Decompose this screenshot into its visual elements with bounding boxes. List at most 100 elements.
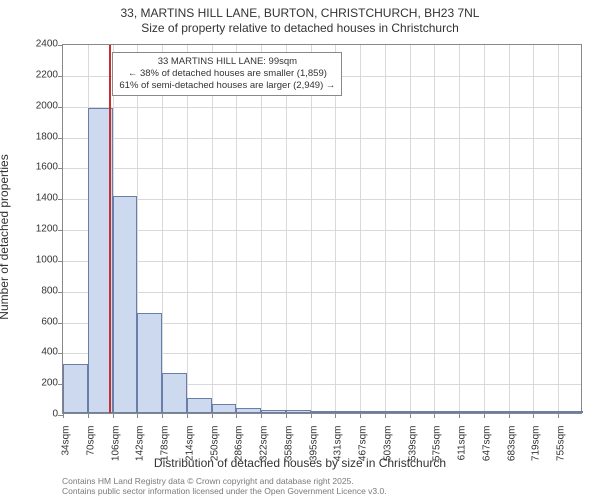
grid-line-v xyxy=(360,45,361,413)
y-tick-mark xyxy=(58,292,63,293)
histogram-bar xyxy=(434,411,459,413)
y-tick-label: 800 xyxy=(18,285,58,296)
grid-line-h xyxy=(63,138,581,139)
title-line-2: Size of property relative to detached ho… xyxy=(0,21,600,36)
property-marker-line xyxy=(109,45,111,413)
x-tick-label: 503sqm xyxy=(382,426,393,476)
y-tick-mark xyxy=(58,45,63,46)
grid-line-h xyxy=(63,168,581,169)
title-line-1: 33, MARTINS HILL LANE, BURTON, CHRISTCHU… xyxy=(0,6,600,21)
x-tick-label: 106sqm xyxy=(110,426,121,476)
x-tick-mark xyxy=(236,413,237,418)
grid-line-v xyxy=(410,45,411,413)
histogram-bar xyxy=(236,408,261,413)
x-tick-mark xyxy=(385,413,386,418)
grid-line-v xyxy=(286,45,287,413)
x-tick-mark xyxy=(286,413,287,418)
x-tick-mark xyxy=(459,413,460,418)
x-tick-label: 322sqm xyxy=(259,426,270,476)
grid-line-v xyxy=(385,45,386,413)
annotation-line: 61% of semi-detached houses are larger (… xyxy=(119,80,335,92)
y-tick-mark xyxy=(58,168,63,169)
x-tick-label: 755sqm xyxy=(556,426,567,476)
annotation-line: 33 MARTINS HILL LANE: 99sqm xyxy=(119,56,335,68)
histogram-bar xyxy=(509,411,534,413)
x-tick-label: 286sqm xyxy=(234,426,245,476)
x-tick-label: 683sqm xyxy=(506,426,517,476)
y-tick-mark xyxy=(58,107,63,108)
y-tick-mark xyxy=(58,323,63,324)
grid-line-v xyxy=(311,45,312,413)
plot-area: 33 MARTINS HILL LANE: 99sqm← 38% of deta… xyxy=(62,44,582,414)
y-tick-label: 200 xyxy=(18,378,58,389)
x-tick-mark xyxy=(162,413,163,418)
x-tick-label: 647sqm xyxy=(481,426,492,476)
histogram-bar xyxy=(533,411,558,413)
annotation-box: 33 MARTINS HILL LANE: 99sqm← 38% of deta… xyxy=(112,52,342,96)
grid-line-v xyxy=(212,45,213,413)
x-tick-mark xyxy=(187,413,188,418)
y-tick-mark xyxy=(58,353,63,354)
title-block: 33, MARTINS HILL LANE, BURTON, CHRISTCHU… xyxy=(0,0,600,36)
y-axis-title: Number of detached properties xyxy=(0,154,11,319)
x-tick-label: 358sqm xyxy=(283,426,294,476)
footer-line-2: Contains public sector information licen… xyxy=(62,486,387,496)
x-tick-mark xyxy=(113,413,114,418)
grid-line-h xyxy=(63,261,581,262)
y-tick-label: 2000 xyxy=(18,100,58,111)
footer-attribution: Contains HM Land Registry data © Crown c… xyxy=(62,476,387,496)
grid-line-h xyxy=(63,292,581,293)
histogram-bar xyxy=(137,313,162,413)
grid-line-v xyxy=(236,45,237,413)
x-tick-mark xyxy=(509,413,510,418)
histogram-bar xyxy=(187,398,212,413)
y-tick-mark xyxy=(58,76,63,77)
x-tick-mark xyxy=(335,413,336,418)
x-tick-label: 250sqm xyxy=(209,426,220,476)
x-tick-mark xyxy=(311,413,312,418)
histogram-bar xyxy=(459,411,484,413)
histogram-bar xyxy=(360,411,385,413)
grid-line-v xyxy=(261,45,262,413)
histogram-bar xyxy=(385,411,410,413)
y-tick-label: 0 xyxy=(18,409,58,420)
x-tick-mark xyxy=(212,413,213,418)
x-tick-label: 467sqm xyxy=(358,426,369,476)
x-tick-mark xyxy=(360,413,361,418)
grid-line-v xyxy=(335,45,336,413)
x-tick-label: 34sqm xyxy=(61,426,72,476)
x-tick-mark xyxy=(533,413,534,418)
grid-line-v xyxy=(509,45,510,413)
x-tick-mark xyxy=(261,413,262,418)
x-tick-mark xyxy=(137,413,138,418)
histogram-bar xyxy=(311,411,336,413)
y-tick-label: 600 xyxy=(18,316,58,327)
histogram-bar xyxy=(286,410,311,413)
x-tick-mark xyxy=(410,413,411,418)
x-tick-mark xyxy=(88,413,89,418)
y-tick-label: 2400 xyxy=(18,39,58,50)
histogram-bar xyxy=(162,373,187,413)
x-tick-mark xyxy=(558,413,559,418)
grid-line-v xyxy=(484,45,485,413)
histogram-bar xyxy=(484,411,509,413)
histogram-bar xyxy=(212,404,237,413)
histogram-bar xyxy=(410,411,435,413)
y-tick-label: 400 xyxy=(18,347,58,358)
x-tick-label: 395sqm xyxy=(308,426,319,476)
x-tick-label: 719sqm xyxy=(531,426,542,476)
grid-line-h xyxy=(63,199,581,200)
grid-line-h xyxy=(63,107,581,108)
histogram-bar xyxy=(261,410,286,413)
grid-line-v xyxy=(459,45,460,413)
histogram-bar xyxy=(113,196,138,413)
grid-line-v xyxy=(558,45,559,413)
footer-line-1: Contains HM Land Registry data © Crown c… xyxy=(62,476,387,486)
x-tick-mark xyxy=(484,413,485,418)
y-tick-mark xyxy=(58,230,63,231)
y-tick-label: 1000 xyxy=(18,254,58,265)
x-tick-label: 431sqm xyxy=(333,426,344,476)
y-tick-label: 1200 xyxy=(18,224,58,235)
y-tick-label: 2200 xyxy=(18,69,58,80)
histogram-bar xyxy=(335,411,360,413)
